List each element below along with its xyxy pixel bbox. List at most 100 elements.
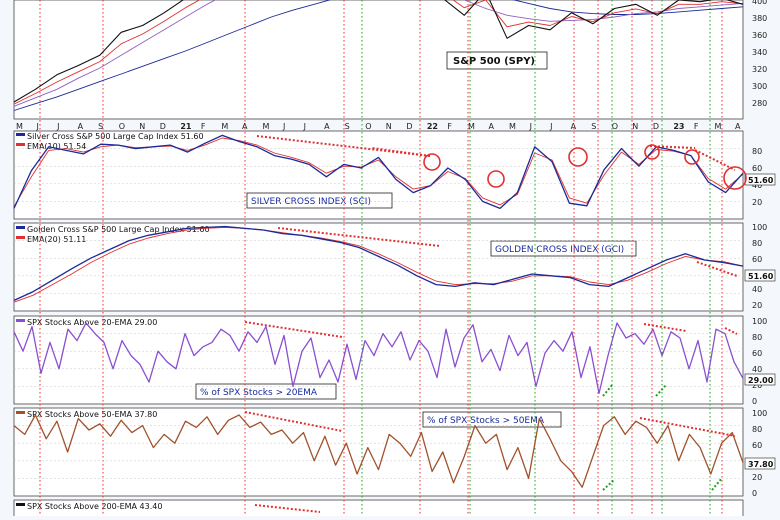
gci-panel: [13, 222, 744, 312]
x-axis-month-label: M: [468, 122, 475, 131]
price-title: S&P 500 (SPY): [453, 56, 535, 67]
x-axis-month-label: M: [263, 122, 270, 131]
green-trendline: [602, 479, 615, 491]
green-trendline: [711, 477, 723, 491]
x-axis-month-label: S: [591, 122, 596, 131]
trendline: [244, 321, 343, 338]
sci-last-value-box: [744, 173, 776, 186]
ema20-tick-label: 80: [752, 333, 762, 342]
price-panel: [13, 0, 744, 120]
x-axis-month-label: J: [529, 122, 532, 131]
price-tick-label: 340: [752, 48, 767, 57]
ema20-axis: 100 80 60 40 20 0: [752, 317, 767, 406]
x-axis-month-label: N: [139, 122, 145, 131]
sci-annotation-box: [246, 192, 393, 209]
x-axis-month-label: J: [282, 122, 285, 131]
trendline: [696, 261, 738, 277]
ema50-legend: SPX Stocks Above 50-EMA 37.80: [16, 410, 157, 419]
price-axis: 400 380 360 340 320 300 280: [752, 0, 767, 108]
ema20-tick-label: 40: [752, 365, 762, 374]
x-axis-month-label: A: [488, 122, 494, 131]
price-tick-label: 280: [752, 99, 767, 108]
ema50-tick-label: 100: [752, 409, 767, 418]
series-line-1-1: [13, 137, 744, 207]
ema50-annotation-box: [422, 411, 562, 428]
ema50-tick-label: 0: [752, 489, 757, 498]
trendline: [254, 504, 321, 513]
sci-tick-label: 40: [752, 181, 762, 190]
ema20-tick-label: 0: [752, 397, 757, 406]
ema200-legend-label: SPX Stocks Above 200-EMA 43.40: [27, 502, 162, 511]
top-circle: [423, 153, 441, 171]
x-axis-month-label: O: [119, 122, 125, 131]
ema20-last-value: 29.00: [748, 376, 774, 385]
x-axis-month-label: M: [16, 122, 23, 131]
ema50-last-value-box: [744, 457, 776, 470]
ema20-tick-label: 100: [752, 317, 767, 326]
gci-ema-label: EMA(20) 51.11: [27, 235, 86, 244]
top-circle: [644, 144, 660, 160]
trendline: [244, 411, 343, 432]
trendline: [694, 149, 736, 171]
chart-marks: [13, 0, 747, 516]
x-axis-month-label: D: [160, 122, 166, 131]
series-line-3-0: [13, 322, 744, 395]
sci-tick-label: 60: [752, 164, 762, 173]
x-axis-month-label: M: [714, 122, 721, 131]
trendline: [649, 145, 696, 149]
ema20-tick-label: 60: [752, 349, 762, 358]
top-circle: [723, 166, 747, 190]
trendline: [639, 417, 736, 437]
gci-tick-label: 40: [752, 285, 762, 294]
sci-tick-label: 80: [752, 147, 762, 156]
x-axis-month-label: A: [78, 122, 84, 131]
x-axis-month-label: O: [612, 122, 618, 131]
gci-annotation: GOLDEN CROSS INDEX (GCI): [495, 245, 624, 255]
green-trendline: [655, 384, 667, 397]
x-axis-month-label: S: [98, 122, 103, 131]
gci-axis: 100 80 60 40 20: [752, 223, 767, 310]
trendline: [277, 227, 441, 247]
x-axis-month-label: J: [549, 122, 552, 131]
gci-tick-label: 20: [752, 301, 762, 310]
sci-last-value: 51.60: [748, 176, 774, 185]
ema20-legend-label: SPX Stocks Above 20-EMA 29.00: [27, 318, 157, 327]
ema20-annotation-box: [195, 383, 337, 400]
top-circle: [487, 170, 505, 188]
sci-axis: 80 60 40 20: [752, 147, 762, 207]
sci-ema-label: EMA(10) 51.54: [27, 142, 86, 151]
ema50-annotation: % of SPX Stocks > 50EMA: [427, 416, 545, 426]
price-tick-label: 320: [752, 65, 767, 74]
gci-annotation-box: [490, 240, 637, 257]
top-circle: [568, 147, 588, 167]
x-axis-month-label: 21: [180, 122, 192, 131]
x-axis-month-label: A: [242, 122, 248, 131]
x-axis-month-label: S: [345, 122, 350, 131]
ema50-tick-label: 80: [752, 425, 762, 434]
ema50-tick-label: 20: [752, 473, 762, 482]
spy-ma_long-line: [13, 0, 744, 111]
trendline: [371, 147, 431, 157]
gci-legend-label: Golden Cross S&P 500 Large Cap Index 51.…: [27, 225, 210, 234]
x-axis-month-label: A: [324, 122, 330, 131]
x-axis-month-label: M: [221, 122, 228, 131]
gci-tick-label: 60: [752, 255, 762, 264]
series-line-1-0: [13, 134, 744, 210]
series-line-2-0: [13, 225, 744, 301]
trendline: [643, 323, 687, 332]
price-title-box: [446, 51, 548, 70]
ema50-tick-label: 60: [752, 441, 762, 450]
gci-last-value: 51.60: [748, 272, 774, 281]
x-axis-month-label: O: [365, 122, 371, 131]
price-tick-label: 400: [752, 0, 767, 6]
spy-price-line: [13, 0, 744, 103]
ema50-legend-label: SPX Stocks Above 50-EMA 37.80: [27, 410, 157, 419]
sci-annotation: SILVER CROSS INDEX (SCI): [251, 197, 371, 207]
series-line-4-0: [13, 414, 744, 488]
ema20-tick-label: 20: [752, 381, 762, 390]
ema50-last-value: 37.80: [748, 460, 774, 469]
spy-ma_mid-line: [13, 0, 744, 107]
price-tick-label: 380: [752, 14, 767, 23]
ema20-panel: [13, 315, 744, 405]
ema50-panel: [13, 407, 744, 497]
